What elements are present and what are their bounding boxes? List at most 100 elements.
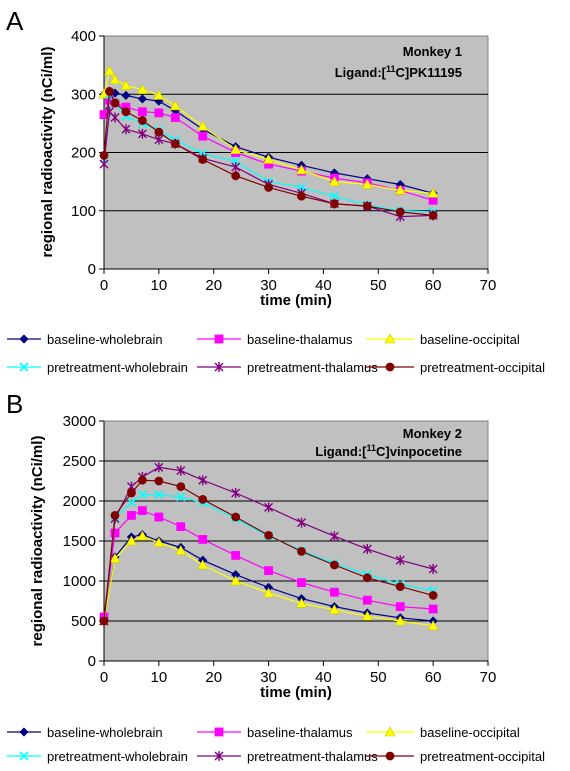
legend-marker <box>384 333 396 344</box>
data-point <box>109 552 121 563</box>
data-point <box>136 83 148 94</box>
legend-item-pretreatment-occipital: pretreatment-occipital <box>366 749 545 764</box>
legend-marker <box>214 751 224 761</box>
data-point <box>428 591 438 600</box>
annotation-ligand: Ligand:[11C]vinpocetine <box>315 443 462 459</box>
legend-marker <box>385 751 395 761</box>
data-point <box>126 498 136 508</box>
legend-item-baseline-wholebrain: baseline-wholebrain <box>7 725 163 740</box>
data-point <box>137 116 147 125</box>
data-point <box>395 602 405 611</box>
legend-label: baseline-wholebrain <box>47 332 163 347</box>
data-point <box>137 475 147 485</box>
legend-item-pretreatment-thalamus: pretreatment-thalamus <box>197 749 378 764</box>
data-point <box>231 488 241 498</box>
legend: baseline-wholebrain baseline-thalamus base… <box>7 332 545 375</box>
data-point <box>137 107 147 117</box>
data-point <box>176 492 186 502</box>
data-point <box>297 547 306 556</box>
panel-letter-b: B <box>6 389 23 419</box>
annotation-ligand-superscript: 11 <box>386 64 396 74</box>
data-point <box>121 90 131 100</box>
legend-marker <box>19 362 29 372</box>
data-point <box>230 575 242 586</box>
legend-marker <box>384 726 396 737</box>
data-point <box>198 535 208 544</box>
y-tick-label: 100 <box>71 203 96 220</box>
legend-marker <box>214 362 224 372</box>
y-tick-label: 2500 <box>63 453 96 470</box>
data-point <box>105 86 114 96</box>
data-point <box>329 531 339 542</box>
y-tick-label: 0 <box>88 261 96 278</box>
series-pretreatment-occipital <box>99 475 438 626</box>
data-point <box>231 512 241 522</box>
data-point <box>99 159 109 170</box>
annotation-ligand-prefix: Ligand:[ <box>335 65 387 80</box>
data-point <box>197 559 209 570</box>
data-point <box>362 201 372 211</box>
legend-label: baseline-occipital <box>420 725 520 740</box>
y-tick-label: 2000 <box>63 493 96 510</box>
x-tick-label: 60 <box>425 277 442 294</box>
y-tick-label: 400 <box>71 28 96 45</box>
data-point <box>170 139 180 149</box>
data-point <box>264 502 274 513</box>
legend-marker <box>214 334 224 344</box>
legend-item-pretreatment-thalamus: pretreatment-thalamus <box>197 360 378 375</box>
y-tick-label: 1000 <box>63 573 96 590</box>
chart-panel-b: 0 500 1000 1500 2000 2500 3000 0 10 20 30 40 50 60 70 t… <box>7 413 545 764</box>
data-point <box>170 113 180 122</box>
data-point <box>428 564 438 574</box>
x-tick-label: 70 <box>480 669 497 686</box>
x-tick-label: 40 <box>315 669 332 686</box>
legend: baseline-wholebrain baseline-thalamus base… <box>7 725 545 764</box>
legend-item-baseline-wholebrain: baseline-wholebrain <box>7 332 163 347</box>
data-point <box>121 124 131 135</box>
data-point <box>154 512 164 522</box>
data-point <box>110 511 120 520</box>
data-point <box>297 578 306 587</box>
data-point <box>169 100 181 111</box>
data-point <box>297 191 306 201</box>
data-point <box>263 587 275 598</box>
data-point <box>394 615 406 626</box>
annotation-ligand: Ligand:[11C]PK11195 <box>335 64 462 80</box>
data-point <box>120 79 132 90</box>
y-tick-label: 500 <box>71 613 96 630</box>
x-tick-label: 10 <box>151 277 168 294</box>
x-tick-label: 10 <box>151 669 168 686</box>
data-point <box>154 462 164 473</box>
y-tick-label: 0 <box>88 653 96 670</box>
y-tick-label: 300 <box>71 86 96 103</box>
x-tick-label: 70 <box>480 277 497 294</box>
y-tick-label: 200 <box>71 145 96 162</box>
series-baseline-thalamus <box>99 506 438 622</box>
data-point <box>103 65 115 76</box>
data-point <box>110 98 120 108</box>
legend-label: baseline-thalamus <box>247 725 353 740</box>
data-point <box>296 517 306 528</box>
data-point <box>127 510 136 520</box>
data-point <box>230 143 242 154</box>
data-point <box>231 171 241 181</box>
data-point <box>127 488 136 498</box>
x-tick-label: 30 <box>260 277 277 294</box>
data-point <box>176 522 186 531</box>
data-point <box>153 536 165 547</box>
annotation-monkey: Monkey 2 <box>403 426 462 441</box>
data-point <box>153 89 165 100</box>
data-point <box>394 184 406 195</box>
legend-marker <box>19 334 29 344</box>
x-tick-label: 30 <box>260 669 277 686</box>
data-point <box>99 616 109 626</box>
data-point <box>427 187 439 198</box>
data-point <box>198 131 208 141</box>
x-tick-label: 40 <box>315 277 332 294</box>
legend-item-pretreatment-occipital: pretreatment-occipital <box>366 360 545 375</box>
legend-item-pretreatment-wholebrain: pretreatment-wholebrain <box>7 360 188 375</box>
data-point <box>328 176 340 186</box>
panel-letter-a: A <box>6 6 24 36</box>
legend-label: pretreatment-wholebrain <box>47 749 188 764</box>
